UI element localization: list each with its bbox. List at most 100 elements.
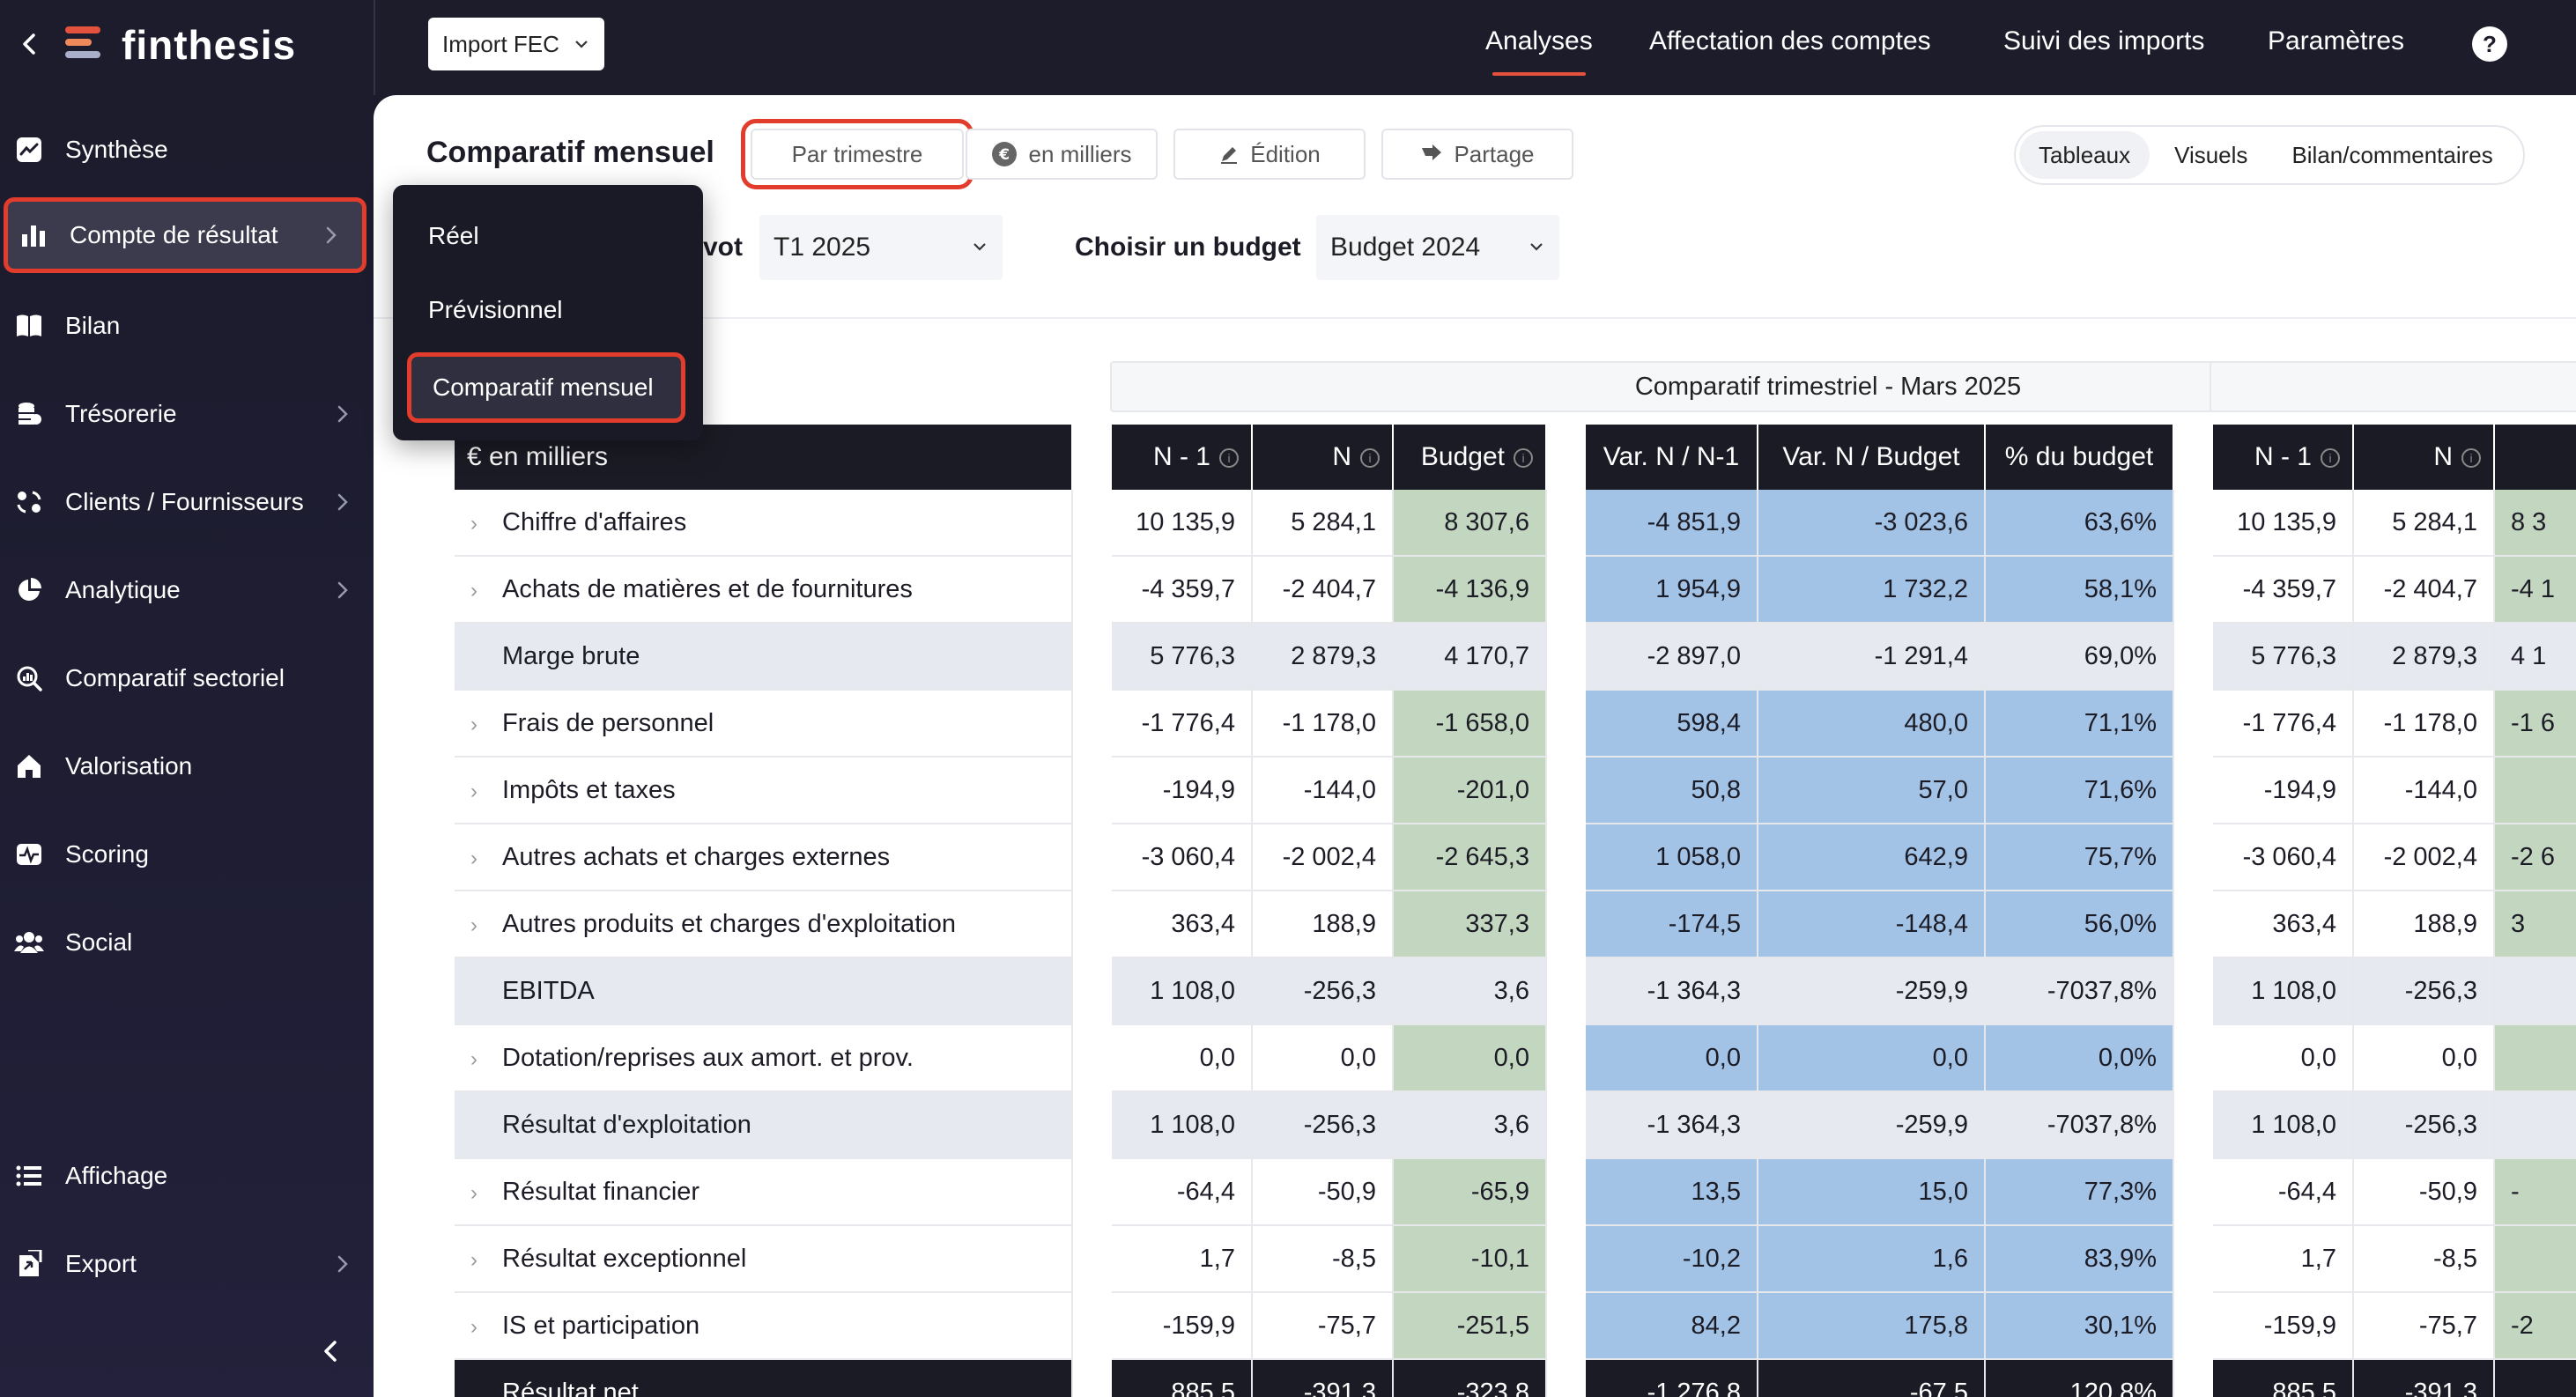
view-bilan-commentaires[interactable]: Bilan/commentaires	[2291, 141, 2493, 168]
table-row[interactable]: › Autres achats et charges externes	[455, 824, 1073, 891]
cell-n-1: -64,4	[2213, 1159, 2354, 1226]
table-row[interactable]: › Résultat financier	[455, 1159, 1073, 1226]
cell-budget: -10,1	[1394, 1226, 1547, 1293]
sidebar-item-clients-fournisseurs[interactable]: Clients / Fournisseurs	[0, 465, 374, 539]
cell-var-n-n1: 1 954,9	[1586, 557, 1758, 624]
sidebar-item-compte-de-resultat[interactable]: Compte de résultat	[4, 197, 366, 273]
cell-budget: 0,0	[1394, 1025, 1547, 1092]
collapse-sidebar-icon[interactable]	[317, 1335, 344, 1367]
second-values-table: N - 1iNiBudgei 10 135,95 284,18 3-4 359,…	[2213, 425, 2576, 1397]
sidebar-item-valorisation[interactable]: Valorisation	[0, 729, 374, 803]
par-trimestre-label: Par trimestre	[791, 140, 923, 167]
cell-pct-budget: 58,1%	[1986, 557, 2174, 624]
sidebar-item-label: Clients / Fournisseurs	[65, 488, 304, 515]
cell-n: -391,3	[1253, 1360, 1394, 1397]
table-row: 1 108,0 -256,3	[2213, 1092, 2576, 1159]
column-header-label: N	[2433, 442, 2453, 471]
info-icon[interactable]: i	[1360, 448, 1380, 469]
table-row: Résultat d'exploitation	[455, 1092, 1073, 1159]
chevron-right-icon[interactable]: ›	[470, 1180, 477, 1205]
table-row[interactable]: › Frais de personnel	[455, 691, 1073, 758]
sidebar-item-label: Comparatif sectoriel	[65, 664, 285, 691]
info-icon[interactable]: i	[2321, 448, 2340, 469]
table-row: 1 108,0 -256,3 3,6	[1112, 958, 1547, 1025]
pulse-icon	[14, 839, 44, 869]
cell-pct-budget: -7037,8%	[1986, 958, 2174, 1025]
table-row: 363,4 188,9 3	[2213, 891, 2576, 958]
topnav-parametres[interactable]: Paramètres	[2268, 26, 2405, 55]
cell-var-n-n1: -1 364,3	[1586, 958, 1758, 1025]
cell-n-1: 5 776,3	[2213, 624, 2354, 691]
cell-var-n-budget: -67,5	[1758, 1360, 1986, 1397]
topnav-suivi-des-imports[interactable]: Suivi des imports	[2003, 26, 2205, 55]
sidebar-item-affichage[interactable]: Affichage	[0, 1139, 374, 1213]
cell-budget-partial: -2 6	[2495, 824, 2576, 891]
par-trimestre-button[interactable]: Par trimestre	[741, 119, 973, 189]
dropdown-item-previsionnel[interactable]: Prévisionnel	[428, 296, 563, 323]
chevron-right-icon[interactable]: ›	[470, 1314, 477, 1339]
info-icon[interactable]: i	[1514, 448, 1533, 469]
sidebar-item-analytique[interactable]: Analytique	[0, 553, 374, 627]
table-row[interactable]: › IS et participation	[455, 1293, 1073, 1360]
table-row: -10,2 1,6 83,9%	[1586, 1226, 2174, 1293]
sidebar-item-scoring[interactable]: Scoring	[0, 817, 374, 891]
view-tableaux[interactable]: Tableaux	[2019, 131, 2150, 179]
en-milliers-button[interactable]: € en milliers	[966, 129, 1158, 180]
sidebar-item-tresorerie[interactable]: Trésorerie	[0, 377, 374, 451]
chevron-right-icon[interactable]: ›	[470, 578, 477, 602]
chevron-right-icon[interactable]: ›	[470, 511, 477, 536]
cell-budget-partial: -4 1	[2495, 557, 2576, 624]
table-row: 1 108,0 -256,3 3,6	[1112, 1092, 1547, 1159]
partage-button[interactable]: Partage	[1381, 129, 1573, 180]
table-row[interactable]: › Chiffre d'affaires	[455, 490, 1073, 557]
table-row[interactable]: › Résultat exceptionnel	[455, 1226, 1073, 1293]
cell-pct-budget: 56,0%	[1986, 891, 2174, 958]
table-row[interactable]: › Dotation/reprises aux amort. et prov.	[455, 1025, 1073, 1092]
topnav-analyses[interactable]: Analyses	[1485, 26, 1593, 76]
logo-row: finthesis	[0, 16, 374, 72]
chevron-right-icon[interactable]: ›	[470, 712, 477, 736]
topnav-affectation-des-comptes[interactable]: Affectation des comptes	[1649, 26, 1931, 55]
chevron-right-icon[interactable]: ›	[470, 913, 477, 937]
back-chevron-icon[interactable]	[14, 28, 46, 60]
sidebar-item-label: Analytique	[65, 576, 181, 603]
chevron-right-icon[interactable]: ›	[470, 1247, 477, 1272]
people-swap-icon	[14, 487, 44, 517]
sidebar-item-label: Affichage	[65, 1162, 168, 1189]
table-row: -4 359,7 -2 404,7 -4 1	[2213, 557, 2576, 624]
chevron-right-icon[interactable]: ›	[470, 779, 477, 803]
column-header: % du budget	[1986, 425, 2174, 490]
dropdown-item-reel[interactable]: Réel	[428, 222, 479, 249]
cell-pct-budget: 71,1%	[1986, 691, 2174, 758]
cell-n: -50,9	[1253, 1159, 1394, 1226]
sidebar-item-synthese[interactable]: Synthèse	[0, 113, 374, 187]
table-row: 598,4 480,0 71,1%	[1586, 691, 2174, 758]
chevron-right-icon[interactable]: ›	[470, 846, 477, 870]
pivot-select[interactable]: T1 2025	[759, 215, 1003, 280]
table-row[interactable]: › Impôts et taxes	[455, 758, 1073, 824]
column-header-label: N	[1332, 442, 1351, 471]
cell-n: -2 404,7	[1253, 557, 1394, 624]
sidebar-item-label: Trésorerie	[65, 400, 177, 427]
info-icon[interactable]: i	[1219, 448, 1239, 469]
cell-n-1: -3 060,4	[1112, 824, 1253, 891]
sidebar-item-comparatif-sectoriel[interactable]: Comparatif sectoriel	[0, 641, 374, 715]
sidebar-item-bilan[interactable]: Bilan	[0, 289, 374, 363]
table-row: EBITDA	[455, 958, 1073, 1025]
row-label: Dotation/reprises aux amort. et prov.	[502, 1043, 914, 1072]
view-visuels[interactable]: Visuels	[2174, 141, 2248, 168]
budget-select[interactable]: Budget 2024	[1316, 215, 1559, 280]
cell-budget: 3,6	[1394, 1092, 1547, 1159]
edition-button[interactable]: Édition	[1173, 129, 1366, 180]
table-row[interactable]: › Autres produits et charges d'exploitati…	[455, 891, 1073, 958]
chevron-right-icon[interactable]: ›	[470, 1046, 477, 1071]
sidebar-item-social[interactable]: Social	[0, 905, 374, 979]
dropdown-item-comparatif-mensuel[interactable]: Comparatif mensuel	[407, 352, 685, 423]
help-icon[interactable]: ?	[2472, 26, 2507, 62]
table-row[interactable]: › Achats de matières et de fournitures	[455, 557, 1073, 624]
info-icon[interactable]: i	[2461, 448, 2481, 469]
import-fec-dropdown[interactable]: Import FEC	[428, 18, 604, 70]
sidebar-item-export[interactable]: Export	[0, 1227, 374, 1301]
budget-value: Budget 2024	[1330, 233, 1481, 262]
